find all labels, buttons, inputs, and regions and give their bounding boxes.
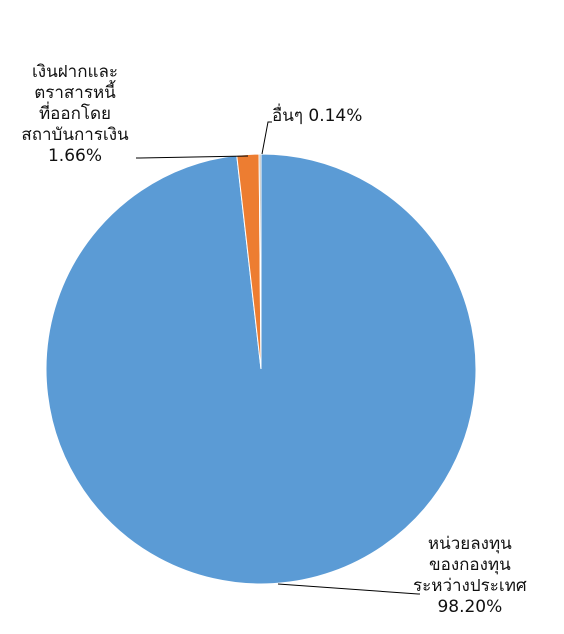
label-line: อื่นๆ (272, 106, 303, 126)
label-line: ของกองทุน (428, 555, 511, 575)
label-line: ที่ออกโดย (38, 104, 112, 124)
label-value: 1.66% (47, 146, 102, 166)
slice-label-others: อื่นๆ 0.14% (272, 106, 362, 127)
label-value: 98.20% (437, 597, 503, 617)
leader-line-foreign-funds (277, 583, 420, 595)
label-value: 0.14% (308, 106, 363, 126)
label-line: เงินฝากและ (31, 62, 119, 82)
label-line: หน่วยลงทุน (427, 534, 512, 554)
leader-line-deposits (136, 155, 249, 159)
label-line: ระหว่างประเทศ (413, 576, 527, 596)
leader-lines (136, 121, 420, 595)
label-line: สถาบันการเงิน (21, 125, 129, 145)
slice-label-deposits: เงินฝากและ ตราสารหนี้ ที่ออกโดย สถาบันกา… (12, 62, 138, 167)
pie-slices (45, 153, 477, 585)
slice-label-foreign-funds: หน่วยลงทุน ของกองทุน ระหว่างประเทศ 98.20… (413, 534, 527, 618)
slice-others (258, 153, 262, 370)
leader-line-others (261, 121, 272, 155)
label-line: ตราสารหนี้ (34, 83, 116, 103)
